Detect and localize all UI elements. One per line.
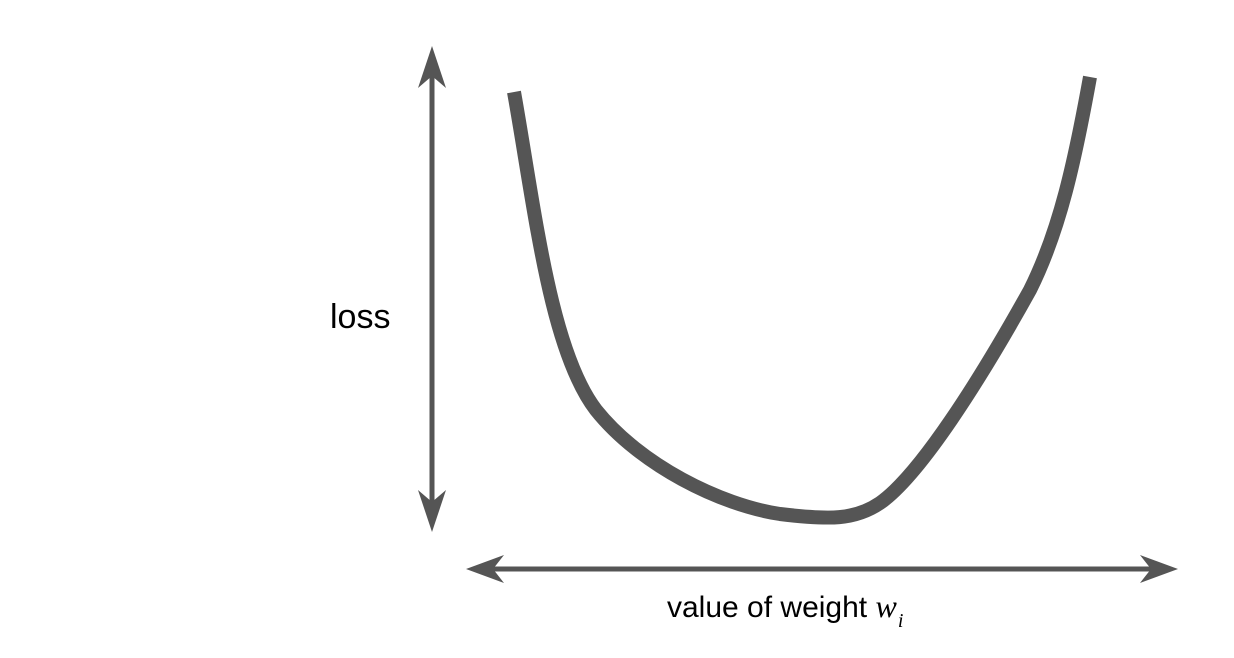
horizontal-axis-arrowhead-left (466, 555, 504, 583)
horizontal-axis-arrowhead-right (1140, 555, 1178, 583)
x-axis-label: value of weight wi (667, 588, 903, 632)
x-axis-label-text: value of weight (667, 591, 868, 624)
x-axis-variable: w (875, 588, 897, 624)
horizontal-axis-arrow (466, 555, 1178, 583)
y-axis-label: loss (330, 298, 391, 336)
vertical-axis-arrow (418, 46, 446, 532)
vertical-axis-arrowhead-bottom (418, 490, 446, 532)
vertical-axis-arrowhead-top (418, 46, 446, 88)
loss-curve (507, 75, 1097, 525)
x-axis-subscript: i (897, 610, 904, 632)
